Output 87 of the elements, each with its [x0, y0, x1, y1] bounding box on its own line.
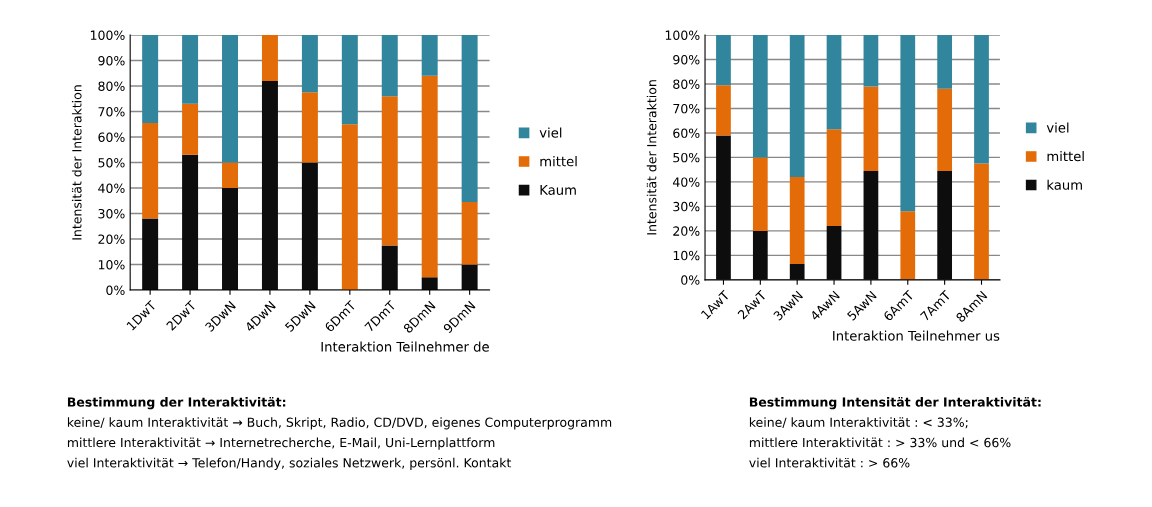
y-tick-label: 20%: [98, 234, 125, 244]
bar: [142, 122, 159, 219]
y-tick-label: 60%: [673, 128, 700, 138]
y-tick-label: 40%: [672, 177, 700, 187]
bar: [716, 135, 731, 280]
bar: [381, 96, 398, 246]
text: viel Interaktivität → Telefon/Handy, soziales Netzwerk, persönl. Kontakt: [67, 457, 512, 470]
bar: [900, 34, 916, 212]
y-tick-label: 60%: [98, 132, 125, 142]
y-tick-label: 80%: [673, 79, 700, 89]
legend-label: viel: [1046, 122, 1069, 133]
legend-label: Kaum: [540, 185, 576, 195]
y-axis-title: Intensität der Interaktion: [646, 80, 657, 235]
bar: [461, 264, 478, 290]
y-tick-label: 10%: [673, 250, 700, 261]
text: mittlere Interaktivität : > 33% und < 66%: [749, 437, 1011, 448]
bar: [716, 85, 731, 136]
bar: [863, 34, 879, 87]
y-tick-label: 70%: [98, 106, 125, 117]
y-axis-title: Intensität der Interaktion: [71, 85, 82, 240]
y-tick-label: 30%: [673, 201, 700, 212]
bar: [142, 34, 159, 123]
bar: [421, 75, 438, 278]
text: mittlere Interaktivität → Internetrecherche, E-Mail, Uni-Lernplattform: [67, 437, 495, 450]
y-tick-label: 50%: [673, 152, 700, 163]
bar: [752, 157, 768, 231]
bar: [937, 88, 953, 171]
y-tick-label: 100%: [90, 30, 125, 40]
bar: [789, 34, 805, 178]
y-tick-label: 90%: [98, 55, 125, 66]
bar: [301, 34, 318, 93]
bar: [716, 34, 731, 86]
y-tick-label: 0%: [681, 275, 700, 285]
bar: [974, 163, 989, 280]
text: Bestimmung Intensität der Interaktivität:: [749, 396, 1041, 410]
bar: [826, 34, 842, 130]
bar: [974, 34, 989, 164]
bar: [381, 245, 398, 290]
bar: [182, 34, 199, 104]
bar: [826, 129, 842, 226]
bar: [301, 92, 318, 163]
bar: [863, 170, 879, 280]
bar: [752, 230, 768, 280]
bar: [421, 277, 438, 290]
bar: [863, 86, 879, 171]
bar: [222, 188, 238, 290]
legend-label: mittel: [540, 156, 577, 167]
y-tick-label: 10%: [98, 259, 125, 270]
y-tick-label: 30%: [98, 208, 125, 219]
legend-label: viel: [539, 127, 562, 138]
bar: [937, 34, 953, 89]
x-axis-title: Interaktion Teilnehmer us: [833, 330, 1000, 341]
y-tick-label: 70%: [673, 103, 700, 114]
bar: [261, 34, 278, 81]
bar: [182, 103, 199, 155]
text: Bestimmung der Interaktivität:: [67, 396, 286, 410]
y-tick-label: 40%: [98, 183, 125, 193]
bar: [222, 162, 238, 188]
bar: [826, 225, 842, 280]
bar: [421, 34, 438, 76]
bar: [301, 162, 318, 290]
legend-label: kaum: [1047, 179, 1082, 190]
y-tick-label: 100%: [665, 30, 700, 40]
text: keine/ kaum Interaktivität → Buch, Skript, Radio, CD/DVD, eigenes Computerprogramm: [67, 417, 612, 430]
y-tick-label: 90%: [673, 54, 700, 65]
bar: [900, 211, 916, 280]
x-axis-title: Interaktion Teilnehmer de: [321, 341, 489, 352]
bar: [461, 34, 478, 203]
y-tick-label: 0%: [106, 285, 125, 295]
bar: [789, 263, 805, 280]
bar: [182, 154, 199, 290]
text: viel Interaktivität : > 66%: [749, 457, 910, 468]
text: keine/ kaum Interaktivität : < 33%;: [749, 417, 968, 429]
y-tick-label: 20%: [673, 226, 700, 236]
bar: [381, 34, 398, 97]
legend-label: mittel: [1047, 151, 1084, 162]
bar: [341, 124, 358, 290]
y-tick-label: 50%: [98, 157, 125, 168]
bar: [461, 202, 478, 265]
bar: [261, 80, 278, 290]
bar: [937, 170, 953, 280]
bar: [789, 177, 805, 264]
bar: [341, 34, 358, 125]
bar: [752, 34, 768, 158]
bar: [142, 218, 159, 290]
bar: [222, 34, 238, 163]
y-tick-label: 80%: [98, 81, 125, 91]
